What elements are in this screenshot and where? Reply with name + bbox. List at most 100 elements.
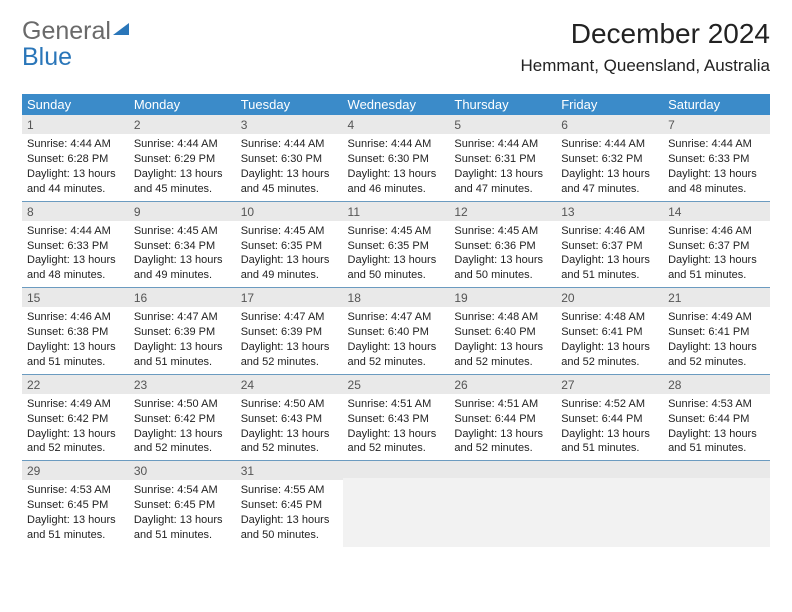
sunset-text: Sunset: 6:41 PM <box>561 325 658 340</box>
day-number: 7 <box>663 115 770 134</box>
daylight-text-2: and 48 minutes. <box>27 268 124 283</box>
sunrise-text: Sunrise: 4:46 AM <box>668 224 765 239</box>
sunrise-text: Sunrise: 4:45 AM <box>348 224 445 239</box>
daylight-text-1: Daylight: 13 hours <box>134 513 231 528</box>
calendar-cell: 14Sunrise: 4:46 AMSunset: 6:37 PMDayligh… <box>663 201 770 288</box>
day-body: Sunrise: 4:44 AMSunset: 6:31 PMDaylight:… <box>449 134 556 200</box>
calendar-cell: 18Sunrise: 4:47 AMSunset: 6:40 PMDayligh… <box>343 288 450 375</box>
calendar-cell: 29Sunrise: 4:53 AMSunset: 6:45 PMDayligh… <box>22 461 129 547</box>
day-number: 25 <box>343 375 450 394</box>
daylight-text-2: and 51 minutes. <box>668 268 765 283</box>
daylight-text-2: and 47 minutes. <box>561 182 658 197</box>
sunset-text: Sunset: 6:34 PM <box>134 239 231 254</box>
daylight-text-1: Daylight: 13 hours <box>454 427 551 442</box>
day-number: 29 <box>22 461 129 480</box>
sunrise-text: Sunrise: 4:49 AM <box>668 310 765 325</box>
daylight-text-2: and 45 minutes. <box>241 182 338 197</box>
sunrise-text: Sunrise: 4:53 AM <box>668 397 765 412</box>
sunset-text: Sunset: 6:40 PM <box>348 325 445 340</box>
daylight-text-2: and 44 minutes. <box>27 182 124 197</box>
calendar-cell: 31Sunrise: 4:55 AMSunset: 6:45 PMDayligh… <box>236 461 343 547</box>
sunset-text: Sunset: 6:35 PM <box>348 239 445 254</box>
day-body: Sunrise: 4:55 AMSunset: 6:45 PMDaylight:… <box>236 480 343 546</box>
daylight-text-1: Daylight: 13 hours <box>348 253 445 268</box>
day-number: 5 <box>449 115 556 134</box>
daylight-text-2: and 52 minutes. <box>454 355 551 370</box>
weekday-header: Sunday <box>22 94 129 115</box>
sunrise-text: Sunrise: 4:53 AM <box>27 483 124 498</box>
sunrise-text: Sunrise: 4:50 AM <box>241 397 338 412</box>
calendar-cell: 16Sunrise: 4:47 AMSunset: 6:39 PMDayligh… <box>129 288 236 375</box>
sunrise-text: Sunrise: 4:51 AM <box>348 397 445 412</box>
daylight-text-2: and 47 minutes. <box>454 182 551 197</box>
day-number: 14 <box>663 202 770 221</box>
day-body: Sunrise: 4:50 AMSunset: 6:43 PMDaylight:… <box>236 394 343 460</box>
brand-word-2: Blue <box>22 43 72 71</box>
day-body: Sunrise: 4:48 AMSunset: 6:40 PMDaylight:… <box>449 307 556 373</box>
sunset-text: Sunset: 6:44 PM <box>454 412 551 427</box>
daylight-text-1: Daylight: 13 hours <box>241 427 338 442</box>
sunrise-text: Sunrise: 4:55 AM <box>241 483 338 498</box>
calendar-cell: 1Sunrise: 4:44 AMSunset: 6:28 PMDaylight… <box>22 115 129 201</box>
sunset-text: Sunset: 6:42 PM <box>134 412 231 427</box>
day-body: Sunrise: 4:51 AMSunset: 6:44 PMDaylight:… <box>449 394 556 460</box>
sunset-text: Sunset: 6:45 PM <box>134 498 231 513</box>
sunrise-text: Sunrise: 4:48 AM <box>561 310 658 325</box>
day-number: 6 <box>556 115 663 134</box>
title-block: December 2024 Hemmant, Queensland, Austr… <box>521 18 770 76</box>
day-body: Sunrise: 4:53 AMSunset: 6:45 PMDaylight:… <box>22 480 129 546</box>
sunset-text: Sunset: 6:39 PM <box>134 325 231 340</box>
daylight-text-2: and 52 minutes. <box>348 355 445 370</box>
calendar-row: 15Sunrise: 4:46 AMSunset: 6:38 PMDayligh… <box>22 288 770 375</box>
sunrise-text: Sunrise: 4:45 AM <box>241 224 338 239</box>
sunset-text: Sunset: 6:36 PM <box>454 239 551 254</box>
sunset-text: Sunset: 6:29 PM <box>134 152 231 167</box>
calendar-cell: 12Sunrise: 4:45 AMSunset: 6:36 PMDayligh… <box>449 201 556 288</box>
daylight-text-1: Daylight: 13 hours <box>668 253 765 268</box>
sunset-text: Sunset: 6:31 PM <box>454 152 551 167</box>
sunrise-text: Sunrise: 4:44 AM <box>561 137 658 152</box>
sunrise-text: Sunrise: 4:47 AM <box>134 310 231 325</box>
sunrise-text: Sunrise: 4:47 AM <box>241 310 338 325</box>
brand-logo: General Blue <box>22 18 129 71</box>
daylight-text-1: Daylight: 13 hours <box>27 513 124 528</box>
day-body: Sunrise: 4:47 AMSunset: 6:40 PMDaylight:… <box>343 307 450 373</box>
day-number: 17 <box>236 288 343 307</box>
sunrise-text: Sunrise: 4:44 AM <box>241 137 338 152</box>
day-number: 2 <box>129 115 236 134</box>
calendar-cell: 25Sunrise: 4:51 AMSunset: 6:43 PMDayligh… <box>343 374 450 461</box>
day-number: 12 <box>449 202 556 221</box>
day-number: 20 <box>556 288 663 307</box>
daylight-text-1: Daylight: 13 hours <box>454 340 551 355</box>
day-body: Sunrise: 4:46 AMSunset: 6:38 PMDaylight:… <box>22 307 129 373</box>
calendar-cell: 2Sunrise: 4:44 AMSunset: 6:29 PMDaylight… <box>129 115 236 201</box>
day-body: Sunrise: 4:44 AMSunset: 6:30 PMDaylight:… <box>236 134 343 200</box>
daylight-text-2: and 50 minutes. <box>241 528 338 543</box>
daylight-text-1: Daylight: 13 hours <box>27 253 124 268</box>
day-body: Sunrise: 4:44 AMSunset: 6:29 PMDaylight:… <box>129 134 236 200</box>
sunrise-text: Sunrise: 4:50 AM <box>134 397 231 412</box>
daylight-text-1: Daylight: 13 hours <box>454 167 551 182</box>
sunrise-text: Sunrise: 4:44 AM <box>668 137 765 152</box>
day-number: 28 <box>663 375 770 394</box>
sunrise-text: Sunrise: 4:45 AM <box>454 224 551 239</box>
day-body: Sunrise: 4:46 AMSunset: 6:37 PMDaylight:… <box>556 221 663 287</box>
sunrise-text: Sunrise: 4:46 AM <box>27 310 124 325</box>
day-number: 26 <box>449 375 556 394</box>
sunrise-text: Sunrise: 4:47 AM <box>348 310 445 325</box>
sunset-text: Sunset: 6:38 PM <box>27 325 124 340</box>
calendar-cell: 8Sunrise: 4:44 AMSunset: 6:33 PMDaylight… <box>22 201 129 288</box>
sunset-text: Sunset: 6:32 PM <box>561 152 658 167</box>
day-body: Sunrise: 4:47 AMSunset: 6:39 PMDaylight:… <box>236 307 343 373</box>
calendar-cell: 22Sunrise: 4:49 AMSunset: 6:42 PMDayligh… <box>22 374 129 461</box>
daylight-text-1: Daylight: 13 hours <box>348 340 445 355</box>
daylight-text-2: and 45 minutes. <box>134 182 231 197</box>
weekday-header: Saturday <box>663 94 770 115</box>
day-body: Sunrise: 4:45 AMSunset: 6:35 PMDaylight:… <box>236 221 343 287</box>
sunrise-text: Sunrise: 4:44 AM <box>27 137 124 152</box>
calendar-cell: 7Sunrise: 4:44 AMSunset: 6:33 PMDaylight… <box>663 115 770 201</box>
weekday-header-row: Sunday Monday Tuesday Wednesday Thursday… <box>22 94 770 115</box>
sunrise-text: Sunrise: 4:45 AM <box>134 224 231 239</box>
sunset-text: Sunset: 6:44 PM <box>668 412 765 427</box>
daylight-text-2: and 51 minutes. <box>561 441 658 456</box>
